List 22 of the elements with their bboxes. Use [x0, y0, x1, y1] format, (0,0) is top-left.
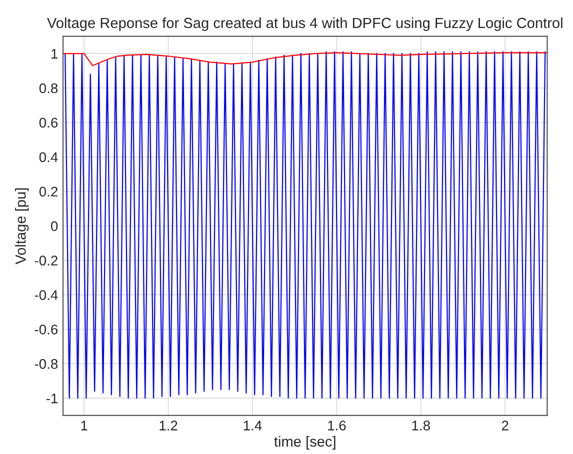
line-series: [64, 51, 546, 399]
x-tick-label: 1.6: [328, 420, 346, 430]
y-tick-label: -0.2: [34, 256, 58, 266]
y-tick-label: -1: [46, 394, 58, 404]
x-tick-label: 1.2: [160, 420, 178, 430]
x-tick-label: 1.4: [244, 420, 262, 430]
x-tick-label: 1.8: [412, 420, 430, 430]
y-tick-label: -0.8: [34, 359, 58, 369]
y-axis-title: Voltage [pu]: [15, 188, 29, 264]
y-tick-label: 1: [52, 49, 58, 59]
chart-title: Voltage Reponse for Sag created at bus 4 with DPFC using Fuzzy Logic Control: [47, 17, 562, 32]
y-tick-label: 0.2: [39, 186, 58, 197]
y-tick-label: -0.4: [34, 290, 58, 300]
y-tick-label: 0.4: [39, 152, 58, 162]
x-axis-title: time [sec]: [274, 436, 336, 450]
x-tick-label: 2: [502, 420, 508, 430]
line-series: [63, 52, 548, 66]
y-tick-label: 0.8: [39, 83, 58, 94]
y-tick-label: 0.6: [39, 118, 58, 128]
y-tick-label: -0.6: [34, 324, 58, 334]
y-tick-label: 0: [50, 221, 58, 232]
x-tick-label: 1: [81, 420, 88, 430]
